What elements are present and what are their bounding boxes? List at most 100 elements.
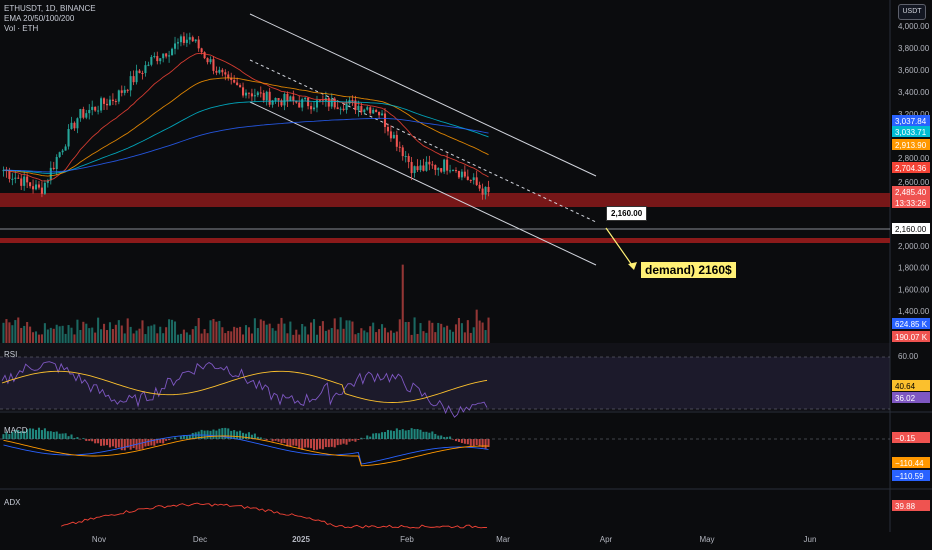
macd-histogram-bar [105, 439, 109, 446]
adx-title[interactable]: ADX [4, 498, 21, 507]
channel-upper[interactable] [249, 13, 597, 177]
macd-histogram-bar [451, 439, 455, 440]
candle-body [404, 156, 407, 158]
volume-bar [138, 328, 141, 343]
volume-bar [321, 321, 324, 343]
candle-body [259, 92, 262, 94]
volume-bar [419, 323, 422, 343]
volume-bar [304, 326, 307, 343]
candle-body [431, 164, 434, 166]
price-tick-label: 4,000.00 [898, 22, 930, 31]
macd-histogram-bar [383, 431, 387, 439]
candle-body [398, 146, 401, 148]
rsi-tag: 36.02 [895, 394, 916, 403]
macd-histogram-bar [330, 439, 333, 447]
candle-body [280, 100, 283, 106]
symbol-legend[interactable]: ETHUSDT, 1D, BINANCE [4, 4, 96, 13]
macd-histogram-bar [37, 427, 41, 439]
candle-body [298, 102, 301, 108]
volume-bar [191, 329, 194, 343]
macd-histogram-bar [239, 430, 242, 439]
volume-bar [188, 334, 191, 343]
candle-body [256, 92, 259, 96]
volume-bar [469, 332, 472, 343]
currency-button[interactable]: USDT [898, 4, 926, 20]
candle-body [191, 37, 194, 42]
candle-body [363, 109, 366, 113]
channel-mid[interactable] [249, 59, 597, 223]
resistance-zone[interactable] [0, 193, 890, 207]
candle-body [221, 69, 224, 73]
volume-bar [8, 322, 11, 343]
macd-tag-bg [892, 457, 930, 468]
projection-arrow[interactable] [605, 227, 635, 269]
volume-bar [428, 320, 431, 343]
demand-label[interactable]: demand) 2160$ [641, 262, 736, 278]
candle-body [466, 176, 469, 180]
candle-body [301, 99, 304, 108]
macd-histogram-bar [378, 433, 381, 439]
macd-title[interactable]: MACD [4, 426, 28, 435]
candle-body [49, 167, 52, 181]
candle-body [416, 166, 419, 171]
ema-legend[interactable]: EMA 20/50/100/200 [4, 14, 75, 23]
ema-line [3, 52, 489, 182]
volume-legend[interactable]: Vol · ETH [4, 24, 39, 33]
volume-bar [105, 330, 109, 343]
volume-bar [233, 326, 236, 343]
volume-bar [425, 332, 428, 343]
macd-histogram-bar [277, 439, 280, 442]
macd-histogram-bar [307, 439, 310, 448]
volume-tag: 190.07 K [895, 333, 928, 342]
rsi-title[interactable]: RSI [4, 350, 18, 359]
volume-bar [345, 320, 348, 343]
volume-bar [318, 325, 321, 343]
volume-bar [386, 332, 389, 343]
volume-bar [454, 324, 458, 343]
time-axis[interactable]: Nov Dec 2025 Feb Mar Apr May Jun [92, 535, 817, 544]
macd-histogram-bar [386, 429, 389, 439]
candle-body [129, 76, 132, 91]
channel-lower[interactable] [249, 101, 597, 266]
candle-body [381, 113, 384, 116]
volume-bar [446, 325, 449, 343]
demand-zone[interactable] [0, 238, 890, 243]
volume-bar [43, 323, 46, 343]
target-callout[interactable]: 2,160.00 [606, 206, 648, 221]
candle-body [428, 161, 431, 165]
volume-tag-bg [892, 331, 930, 342]
candle-body [168, 55, 171, 57]
volume-bar [29, 326, 32, 343]
macd-histogram-bar [457, 439, 460, 442]
price-tick-label: 1,400.00 [898, 307, 930, 316]
volume-bar [20, 327, 23, 343]
volume-bar [401, 264, 404, 343]
candle-body [165, 53, 168, 57]
volume-bar [466, 320, 469, 343]
candle-body [150, 56, 153, 65]
volume-bar [250, 333, 253, 343]
macd-histogram-bar [443, 437, 446, 439]
macd-histogram-bar [61, 433, 64, 439]
volume-bar [153, 324, 156, 343]
volume-bar [126, 318, 129, 343]
ema-line [3, 77, 489, 177]
candle-body [173, 43, 177, 49]
macd-histogram-bar [357, 439, 360, 441]
candle-body [70, 122, 73, 129]
price-tick-label: 2,800.00 [898, 154, 930, 163]
macd-histogram-bar [20, 431, 23, 439]
macd-histogram-bar [339, 439, 342, 445]
volume-bar [265, 324, 268, 343]
candle-body [407, 156, 410, 162]
volume-bar [165, 327, 168, 343]
candle-body [67, 128, 70, 147]
candle-body [212, 59, 215, 71]
macd-histogram-bar [242, 432, 245, 439]
candle-body [472, 177, 475, 181]
macd-histogram-bar [73, 437, 76, 439]
macd-histogram-bar [318, 439, 321, 449]
macd-histogram-bar [372, 433, 375, 439]
price-axis[interactable]: 4,000.00 3,800.00 3,600.00 3,400.00 3,200.00… [898, 22, 930, 361]
